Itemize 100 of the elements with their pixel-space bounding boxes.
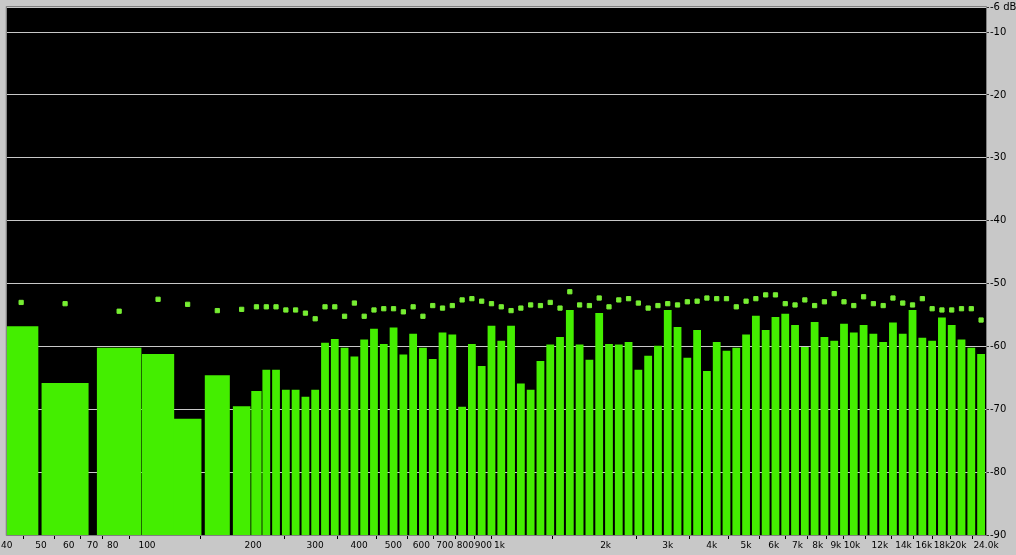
x-tick-label: 4k: [706, 539, 718, 550]
bar: [291, 389, 300, 535]
bar: [889, 322, 897, 535]
y-tick-label: -10: [990, 25, 1007, 37]
x-tick-label: 20k: [949, 539, 968, 550]
bar: [957, 339, 966, 535]
bar: [458, 406, 467, 535]
bar: [516, 383, 525, 535]
bar: [399, 354, 408, 535]
bar: [644, 355, 653, 535]
y-tick-label: -50: [990, 277, 1007, 289]
bar: [654, 345, 662, 535]
y-tick-label: -20: [990, 88, 1007, 100]
x-tick-label: 6k: [768, 539, 781, 550]
bar: [977, 353, 985, 535]
x-tick-label: 10k: [843, 539, 862, 550]
bar: [742, 334, 750, 535]
bar: [409, 333, 418, 535]
bar: [879, 342, 888, 535]
x-tick-label: 60: [63, 539, 75, 550]
bar: [722, 350, 731, 535]
bar: [595, 313, 604, 535]
x-tick-label: 800: [456, 539, 475, 550]
x-tick-label: 100: [138, 539, 156, 550]
bar: [321, 342, 329, 535]
bar: [605, 343, 613, 535]
y-tick-label: -60: [990, 340, 1007, 352]
bar: [938, 317, 946, 535]
bar: [791, 325, 799, 535]
x-tick-label: 200: [244, 539, 262, 550]
bar: [898, 333, 907, 535]
x-tick-label: 9k: [830, 539, 843, 550]
bar: [830, 340, 839, 535]
bar: [761, 330, 770, 535]
x-tick-label: 40: [1, 539, 13, 550]
bar: [438, 332, 447, 535]
x-tick-label: 70: [86, 539, 99, 550]
bar: [673, 326, 682, 535]
bar: [419, 347, 427, 535]
bar: [330, 338, 339, 535]
bar: [281, 389, 290, 535]
y-tick-label: -6 dB: [990, 0, 1016, 12]
y-tick-label: -80: [990, 465, 1007, 477]
bar: [947, 325, 956, 535]
bar: [869, 333, 878, 535]
x-tick-label: 8k: [812, 539, 825, 550]
bar: [546, 344, 555, 535]
x-tick-label: 600: [412, 539, 431, 550]
bar: [379, 343, 388, 535]
bar: [810, 321, 819, 535]
bar: [614, 344, 623, 535]
bar: [624, 342, 633, 535]
bar: [859, 325, 868, 535]
x-tick-label: 2k: [600, 539, 612, 550]
x-tick-label: 700: [436, 539, 454, 550]
y-tick-label: -90: [990, 528, 1007, 540]
bar: [360, 339, 369, 535]
bar: [781, 313, 790, 535]
bar: [389, 327, 398, 535]
x-tick-label: 400: [350, 539, 369, 550]
bar: [918, 337, 927, 535]
bar: [370, 328, 378, 535]
bar: [849, 332, 858, 535]
bar: [928, 340, 937, 535]
bar: [507, 325, 515, 535]
bar: [683, 357, 692, 535]
x-tick-label: 50: [35, 539, 47, 550]
bar: [840, 323, 848, 535]
bar: [350, 356, 359, 535]
x-tick-label: 3k: [662, 539, 674, 550]
bar: [732, 347, 741, 535]
y-tick-label: -30: [990, 151, 1007, 163]
bar: [967, 347, 976, 535]
x-tick-label: 300: [306, 539, 325, 550]
bar: [703, 370, 711, 535]
bar: [340, 347, 349, 535]
x-tick-label: 80: [107, 539, 119, 550]
x-tick-label: 7k: [791, 539, 804, 550]
bar: [311, 389, 320, 535]
bar: [820, 337, 829, 535]
bar: [497, 340, 506, 535]
bar: [712, 342, 721, 535]
y-tick-label: -70: [990, 402, 1007, 414]
x-tick-label: 5k: [740, 539, 753, 550]
bar: [272, 369, 280, 535]
x-tick-label: 900: [474, 539, 493, 550]
bar: [565, 309, 574, 535]
bar: [575, 344, 584, 535]
bar: [536, 360, 545, 535]
bar: [526, 389, 535, 535]
x-tick-label: 1k: [494, 539, 506, 550]
bar: [800, 347, 809, 535]
bar: [751, 315, 760, 535]
bar: [585, 359, 594, 535]
bar: [693, 330, 702, 535]
bar: [634, 369, 643, 535]
bar: [487, 325, 496, 535]
bar: [428, 359, 437, 535]
x-tick-label: 14k: [895, 539, 913, 550]
bar: [468, 343, 476, 535]
